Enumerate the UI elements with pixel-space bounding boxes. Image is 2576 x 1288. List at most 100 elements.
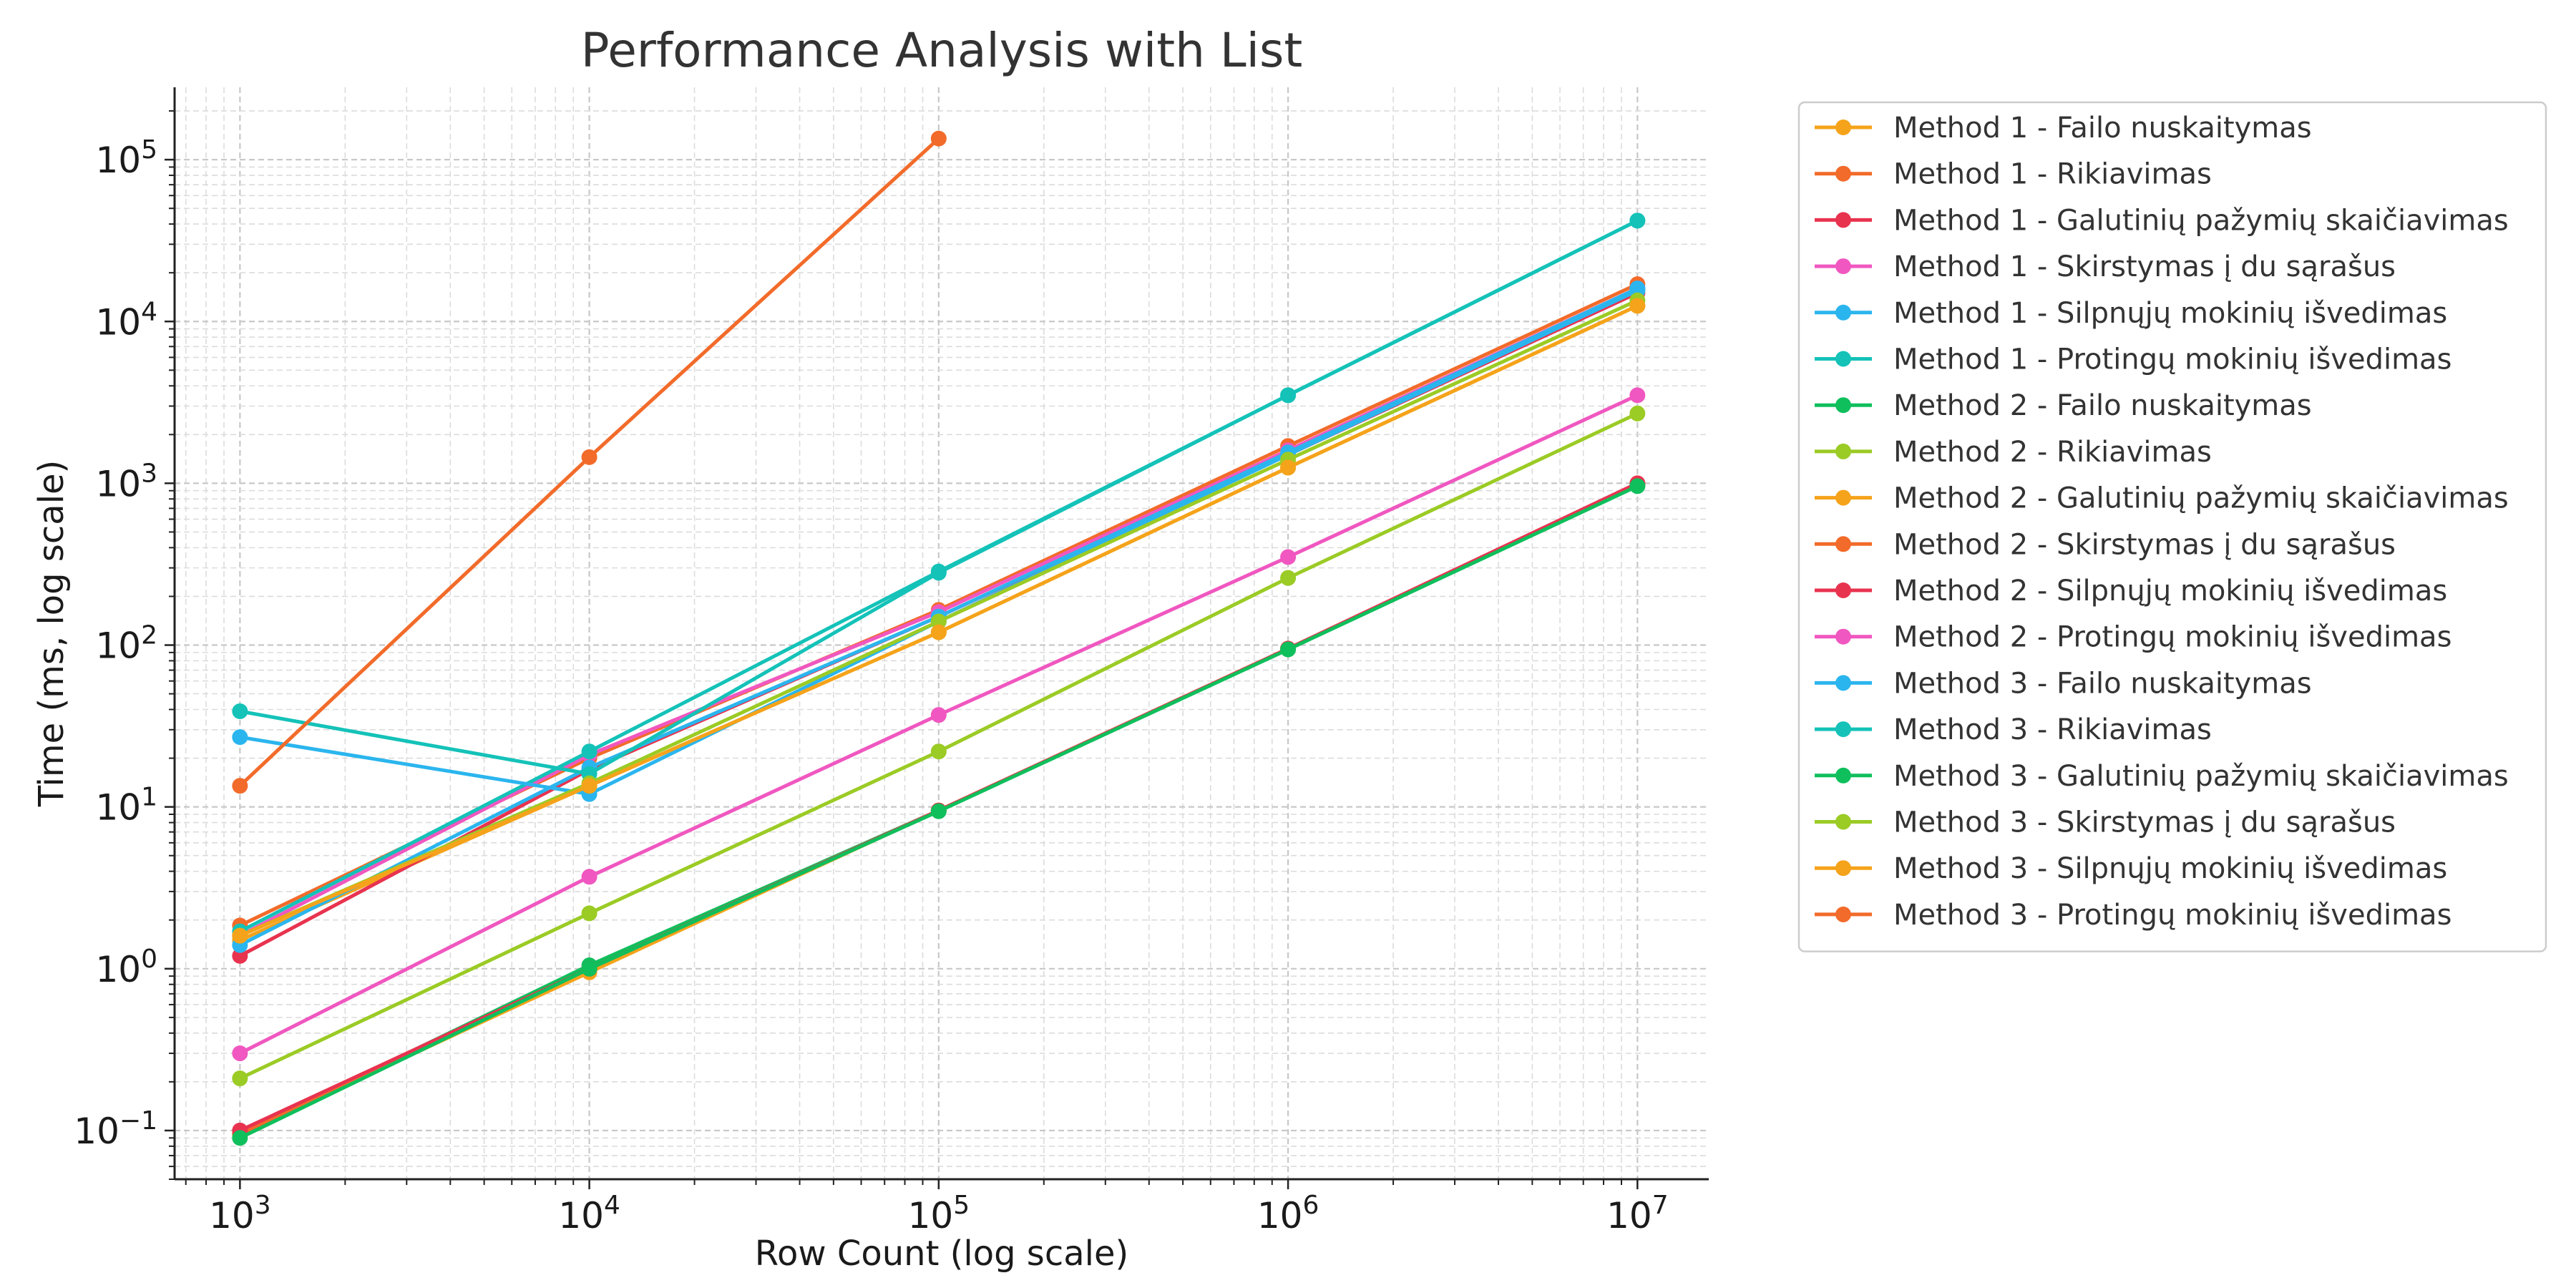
legend-label: Method 3 - Failo nuskaitymas xyxy=(1893,667,2312,700)
legend-label: Method 3 - Skirstymas į du sąrašus xyxy=(1893,806,2396,839)
legend-item: Method 1 - Silpnųjų mokinių išvedimas xyxy=(1815,297,2447,330)
legend-swatch-marker xyxy=(1835,860,1851,877)
data-point xyxy=(232,947,248,964)
y-tick-label: 10−1 xyxy=(74,1106,157,1152)
legend-label: Method 1 - Galutinių pažymių skaičiavima… xyxy=(1893,204,2509,237)
chart-title: Performance Analysis with List xyxy=(581,23,1303,78)
legend-box xyxy=(1797,101,2547,952)
series-15 xyxy=(232,478,1646,1146)
data-point xyxy=(930,565,947,581)
legend-label: Method 2 - Galutinių pažymių skaičiavima… xyxy=(1893,482,2509,515)
legend-item: Method 2 - Rikiavimas xyxy=(1815,436,2212,469)
legend-swatch-marker xyxy=(1835,721,1851,738)
data-point xyxy=(1280,641,1297,658)
data-point xyxy=(232,1045,248,1062)
legend-swatch-marker xyxy=(1835,582,1851,598)
data-point xyxy=(1280,459,1297,476)
legend-item: Method 2 - Failo nuskaitymas xyxy=(1815,389,2312,422)
legend-swatch-marker xyxy=(1835,119,1851,135)
data-point xyxy=(930,803,947,819)
legend-label: Method 2 - Rikiavimas xyxy=(1893,436,2212,469)
legend-swatch-marker xyxy=(1835,443,1851,459)
legend-item: Method 3 - Silpnųjų mokinių išvedimas xyxy=(1815,852,2447,885)
legend-label: Method 2 - Protingų mokinių išvedimas xyxy=(1893,621,2451,654)
y-tick-label: 102 xyxy=(95,621,157,667)
series-17 xyxy=(232,298,1646,944)
legend-item: Method 3 - Galutinių pažymių skaičiavima… xyxy=(1815,760,2509,793)
legend-item: Method 2 - Protingų mokinių išvedimas xyxy=(1815,621,2451,654)
legend-swatch-marker xyxy=(1835,767,1851,784)
legend-label: Method 1 - Skirstymas į du sąrašus xyxy=(1893,250,2396,283)
legend-swatch-marker xyxy=(1835,165,1851,182)
x-axis-label: Row Count (log scale) xyxy=(755,1234,1128,1274)
data-point xyxy=(930,613,947,630)
data-point xyxy=(1629,387,1646,404)
data-point xyxy=(1280,570,1297,586)
data-point xyxy=(232,703,248,719)
data-point xyxy=(581,869,597,885)
x-tick-label: 104 xyxy=(558,1191,620,1236)
data-point xyxy=(930,707,947,723)
legend-label: Method 1 - Protingų mokinių išvedimas xyxy=(1893,343,2451,376)
legend-label: Method 3 - Rikiavimas xyxy=(1893,713,2212,746)
data-point xyxy=(930,743,947,760)
data-point xyxy=(232,927,248,944)
legend-swatch-marker xyxy=(1835,675,1851,691)
legend-label: Method 2 - Skirstymas į du sąrašus xyxy=(1893,528,2396,561)
legend-swatch-marker xyxy=(1835,397,1851,414)
legend-label: Method 3 - Silpnųjų mokinių išvedimas xyxy=(1893,852,2447,885)
legend-swatch-marker xyxy=(1835,536,1851,552)
legend-swatch-marker xyxy=(1835,489,1851,506)
legend-swatch-marker xyxy=(1835,304,1851,321)
legend-item: Method 1 - Failo nuskaitymas xyxy=(1815,112,2312,145)
legend-swatch-marker xyxy=(1835,258,1851,275)
x-tick-label: 105 xyxy=(908,1191,970,1236)
legend-swatch-marker xyxy=(1835,628,1851,645)
legend-swatch-marker xyxy=(1835,351,1851,367)
data-point xyxy=(232,1130,248,1146)
y-tick-label: 100 xyxy=(95,945,157,990)
data-point xyxy=(581,960,597,977)
legend-label: Method 1 - Rikiavimas xyxy=(1893,158,2212,191)
legend-item: Method 1 - Galutinių pažymių skaičiavima… xyxy=(1815,204,2509,237)
series-12 xyxy=(232,387,1646,1062)
legend-item: Method 3 - Rikiavimas xyxy=(1815,713,2212,746)
legend-label: Method 1 - Silpnųjų mokinių išvedimas xyxy=(1893,297,2447,330)
legend-item: Method 2 - Galutinių pažymių skaičiavima… xyxy=(1815,482,2509,515)
data-point xyxy=(1629,405,1646,421)
legend-label: Method 2 - Silpnųjų mokinių išvedimas xyxy=(1893,575,2447,608)
x-tick-label: 107 xyxy=(1606,1191,1669,1236)
data-point xyxy=(581,743,597,760)
y-tick-label: 101 xyxy=(95,783,157,829)
legend-swatch-marker xyxy=(1835,814,1851,830)
legend-label: Method 1 - Failo nuskaitymas xyxy=(1893,112,2312,145)
legend-item: Method 3 - Protingų mokinių išvedimas xyxy=(1815,899,2451,932)
y-tick-label: 104 xyxy=(95,297,157,343)
data-point xyxy=(232,729,248,746)
legend-label: Method 3 - Galutinių pažymių skaičiavima… xyxy=(1893,760,2509,793)
legend-item: Method 1 - Protingų mokinių išvedimas xyxy=(1815,343,2451,376)
legend-item: Method 2 - Silpnųjų mokinių išvedimas xyxy=(1815,575,2447,608)
y-tick-label: 105 xyxy=(95,135,157,181)
data-point xyxy=(232,778,248,794)
data-point xyxy=(581,449,597,465)
data-point xyxy=(581,778,597,794)
y-axis-label: Time (ms, log scale) xyxy=(31,460,72,808)
legend-swatch-marker xyxy=(1835,212,1851,228)
legend-item: Method 3 - Skirstymas į du sąrašus xyxy=(1815,806,2396,839)
series-group xyxy=(232,130,1646,1146)
legend-item: Method 3 - Failo nuskaitymas xyxy=(1815,667,2312,700)
data-point xyxy=(1629,213,1646,229)
data-point xyxy=(930,624,947,640)
legend-label: Method 3 - Protingų mokinių išvedimas xyxy=(1893,899,2451,932)
legend-label: Method 2 - Failo nuskaitymas xyxy=(1893,389,2312,422)
data-point xyxy=(581,905,597,922)
y-tick-label: 103 xyxy=(95,459,157,504)
data-point xyxy=(1629,298,1646,314)
series-14 xyxy=(232,213,1646,782)
legend-item: Method 1 - Skirstymas į du sąrašus xyxy=(1815,250,2396,283)
data-point xyxy=(1280,387,1297,404)
data-point xyxy=(1280,549,1297,565)
data-point xyxy=(930,130,947,147)
